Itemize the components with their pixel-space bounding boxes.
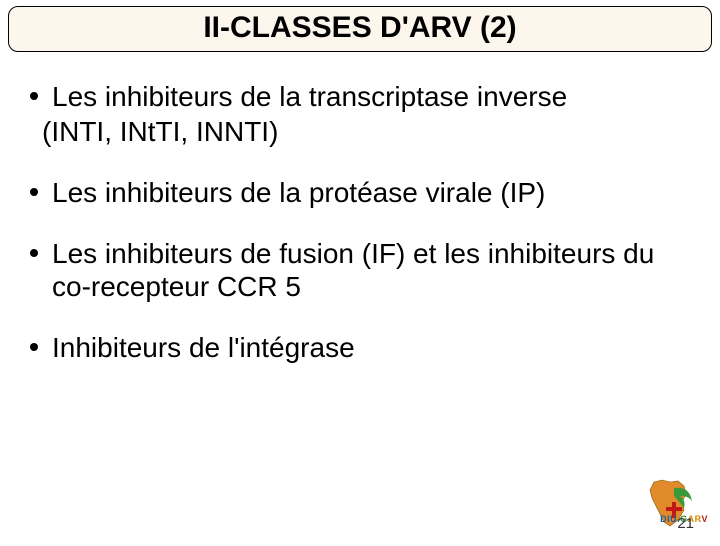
list-item: Les inhibiteurs de fusion (IF) et les in… [28,237,692,303]
bullet-text: Les inhibiteurs de la transcriptase inve… [52,81,567,112]
slide-title: II-CLASSES D'ARV (2) [203,11,516,44]
bullet-text: Les inhibiteurs de la protéase virale (I… [52,177,545,208]
list-item: Les inhibiteurs de la protéase virale (I… [28,176,692,209]
title-bar: II-CLASSES D'ARV (2) [8,6,712,52]
bullet-text: Inhibiteurs de l'intégrase [52,332,355,363]
list-item: Les inhibiteurs de la transcriptase inve… [28,80,692,148]
content-area: Les inhibiteurs de la transcriptase inve… [0,52,720,364]
bullet-subtext: (INTI, INtTI, INNTI) [42,115,692,148]
list-item: Inhibiteurs de l'intégrase [28,331,692,364]
bullet-text: Les inhibiteurs de fusion (IF) et les in… [52,238,654,302]
logo-label-part: V [701,514,708,524]
page-number: 21 [677,515,694,532]
bullet-list: Les inhibiteurs de la transcriptase inve… [28,80,692,364]
